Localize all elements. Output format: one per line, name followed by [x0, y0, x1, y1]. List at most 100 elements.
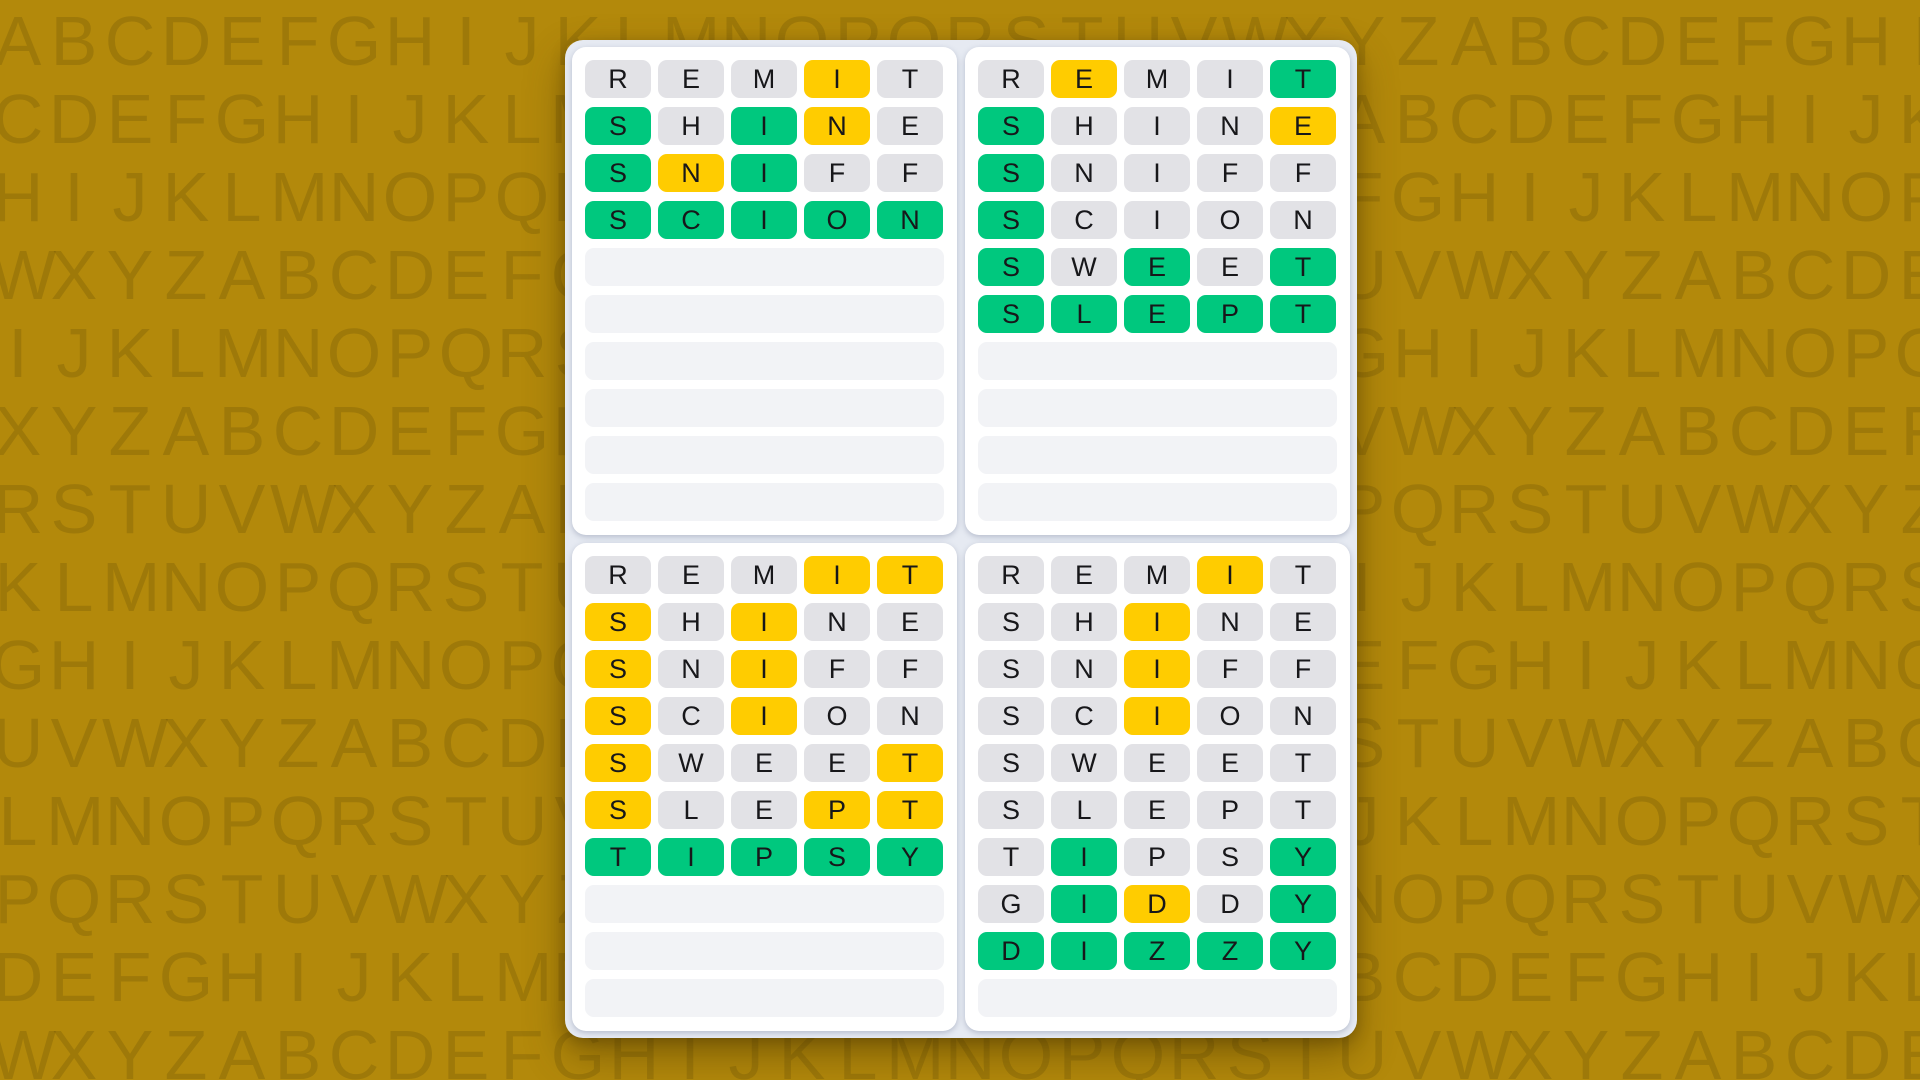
- letter-tile: P: [1197, 791, 1263, 829]
- alphabet-letter: C: [440, 704, 492, 782]
- alphabet-letter: H: [1728, 80, 1780, 158]
- empty-guess-row: [978, 436, 1337, 474]
- alphabet-letter: L: [446, 938, 486, 1016]
- letter-tile: I: [1124, 201, 1190, 239]
- alphabet-letter: Y: [1562, 236, 1610, 314]
- letter-tile: M: [731, 60, 797, 98]
- letter-tile: N: [804, 603, 870, 641]
- alphabet-letter: M: [1502, 782, 1561, 860]
- letter-tile: H: [658, 603, 724, 641]
- alphabet-letter: C: [1560, 2, 1612, 80]
- alphabet-letter: U: [1448, 704, 1500, 782]
- alphabet-letter: B: [1394, 80, 1442, 158]
- alphabet-letter: L: [278, 626, 318, 704]
- alphabet-letter: J: [336, 938, 372, 1016]
- alphabet-letter: A: [1786, 704, 1834, 782]
- alphabet-letter: J: [1792, 938, 1828, 1016]
- letter-tile: Y: [1270, 838, 1336, 876]
- alphabet-letter: I: [456, 2, 476, 80]
- alphabet-letter: Z: [1894, 470, 1920, 548]
- alphabet-letter: M: [214, 314, 273, 392]
- letter-tile: E: [1124, 248, 1190, 286]
- alphabet-letter: H: [1504, 626, 1556, 704]
- letter-tile: W: [1051, 248, 1117, 286]
- letter-tile: F: [877, 154, 943, 192]
- letter-tile: S: [978, 603, 1044, 641]
- alphabet-letter: V: [1674, 470, 1722, 548]
- alphabet-letter: T: [1396, 704, 1440, 782]
- alphabet-letter: Y: [1562, 1016, 1610, 1080]
- alphabet-letter: M: [102, 548, 161, 626]
- alphabet-letter: A: [330, 704, 378, 782]
- letter-tile: O: [804, 697, 870, 735]
- empty-guess-row: [585, 483, 944, 521]
- alphabet-letter: U: [272, 860, 324, 938]
- letter-tile: P: [731, 838, 797, 876]
- alphabet-letter: T: [1676, 860, 1720, 938]
- alphabet-letter: Q: [1782, 548, 1838, 626]
- alphabet-letter: D: [1616, 2, 1668, 80]
- alphabet-letter: N: [1728, 314, 1780, 392]
- letter-tile: S: [585, 650, 651, 688]
- alphabet-letter: G: [494, 392, 550, 470]
- alphabet-letter: G: [158, 938, 214, 1016]
- alphabet-letter: Y: [1674, 704, 1722, 782]
- alphabet-letter: Q: [270, 782, 326, 860]
- alphabet-letter: P: [498, 626, 546, 704]
- letter-tile: S: [585, 107, 651, 145]
- alphabet-letter: C: [1784, 236, 1836, 314]
- alphabet-letter: O: [1894, 626, 1920, 704]
- alphabet-letter: F: [1732, 2, 1776, 80]
- alphabet-letter: P: [1894, 158, 1920, 236]
- alphabet-letter: D: [0, 938, 44, 1016]
- alphabet-letter: Y: [1506, 392, 1554, 470]
- alphabet-letter: R: [496, 314, 548, 392]
- alphabet-letter: O: [1838, 158, 1894, 236]
- letter-tile: S: [585, 603, 651, 641]
- letter-tile: M: [731, 556, 797, 594]
- letter-tile: S: [978, 650, 1044, 688]
- letter-tile: N: [658, 650, 724, 688]
- alphabet-letter: Z: [164, 236, 208, 314]
- alphabet-letter: Z: [1564, 392, 1608, 470]
- alphabet-letter: K: [1674, 626, 1722, 704]
- alphabet-letter: K: [0, 548, 42, 626]
- letter-tile: N: [1270, 697, 1336, 735]
- alphabet-letter: O: [158, 782, 214, 860]
- alphabet-letter: E: [1674, 2, 1722, 80]
- letter-tile: I: [1124, 154, 1190, 192]
- alphabet-letter: P: [218, 782, 266, 860]
- empty-guess-row: [585, 342, 944, 380]
- alphabet-letter: A: [498, 470, 546, 548]
- letter-tile: C: [1051, 697, 1117, 735]
- alphabet-letter: Y: [106, 236, 154, 314]
- alphabet-letter: M: [1782, 626, 1841, 704]
- empty-guess-row: [978, 389, 1337, 427]
- letter-tile: H: [1051, 107, 1117, 145]
- alphabet-letter: R: [1448, 470, 1500, 548]
- alphabet-letter: Z: [444, 470, 488, 548]
- letter-tile: N: [1197, 603, 1263, 641]
- alphabet-letter: R: [0, 470, 44, 548]
- alphabet-letter: C: [1894, 704, 1920, 782]
- alphabet-letter: B: [1842, 704, 1890, 782]
- alphabet-letter: L: [1678, 158, 1718, 236]
- letter-tile: Y: [877, 838, 943, 876]
- letter-tile: F: [877, 650, 943, 688]
- letter-tile: T: [877, 60, 943, 98]
- letter-tile: I: [731, 697, 797, 735]
- alphabet-letter: V: [218, 470, 266, 548]
- alphabet-letter: W: [1726, 470, 1793, 548]
- alphabet-letter: D: [48, 80, 100, 158]
- alphabet-letter: L: [1510, 548, 1550, 626]
- alphabet-letter: I: [1744, 938, 1764, 1016]
- letter-tile: P: [1124, 838, 1190, 876]
- alphabet-letter: I: [288, 938, 308, 1016]
- alphabet-letter: D: [384, 1016, 436, 1080]
